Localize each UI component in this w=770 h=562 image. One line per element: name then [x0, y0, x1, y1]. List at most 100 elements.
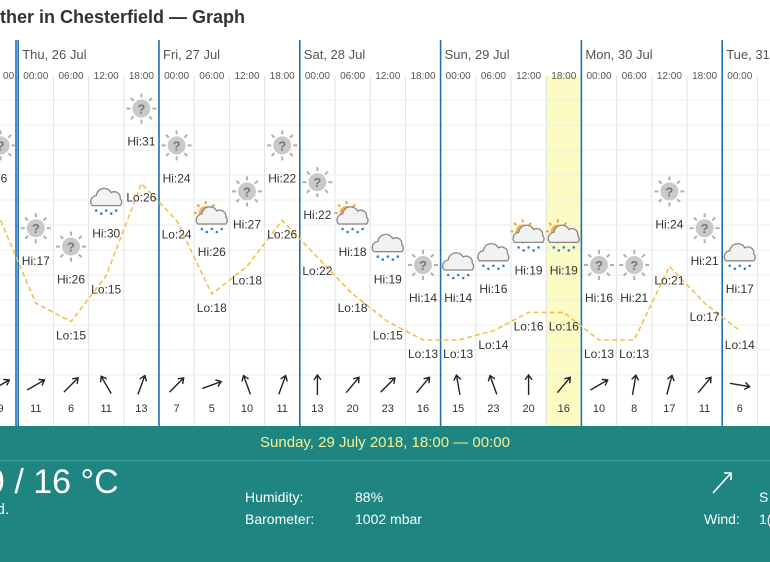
rain-cloud-icon: [723, 242, 756, 271]
wind-speed-label: 17: [663, 403, 675, 415]
wind-arrow-icon: [697, 376, 712, 394]
high-temp-label: Hi:27: [233, 217, 261, 231]
extra-label: S: [759, 489, 769, 505]
barometer-label: Barometer:: [245, 511, 315, 527]
selected-period-description: ild.: [0, 501, 10, 518]
wind-arrow-icon: [137, 375, 146, 395]
wind-arrow-head: [666, 374, 675, 382]
high-temp-label: Hi:17: [726, 282, 754, 296]
wind-arrow-icon: [729, 382, 750, 388]
low-temp-label: Lo:16: [514, 319, 544, 333]
high-temp-label: Hi:17: [22, 254, 50, 268]
svg-text:?: ?: [701, 221, 709, 236]
wind-speed-label: 11: [100, 403, 111, 415]
time-label: 06:00: [340, 71, 365, 82]
wind-speed-label: 16: [558, 403, 570, 415]
wind-arrow-head: [743, 381, 751, 390]
wind-arrow-icon: [380, 377, 396, 393]
wind-arrow-icon: [100, 375, 112, 395]
wind-arrow-head: [631, 373, 640, 381]
time-label: 00:00: [23, 71, 48, 82]
low-temp-label: Lo:22: [302, 264, 332, 278]
unknown-weather-icon: ?: [584, 250, 614, 280]
wind-arrow-head: [280, 374, 288, 382]
wind-arrow-head: [313, 373, 322, 381]
svg-text:?: ?: [32, 221, 40, 236]
wind-speed-label: 11: [699, 403, 710, 415]
wind-arrow-icon: [169, 377, 185, 393]
high-temp-label: Hi:16: [479, 282, 507, 296]
time-label: 00:00: [446, 71, 471, 82]
wind-arrow-icon: [202, 380, 222, 390]
wind-direction-icon: [712, 472, 732, 494]
unknown-weather-icon: ?: [619, 250, 650, 280]
highlighted-period[interactable]: [546, 76, 582, 426]
wind-speed-label: 5: [209, 403, 215, 415]
unknown-weather-icon: ?: [56, 231, 86, 262]
wind-arrow-head: [241, 374, 249, 382]
humidity-label: Humidity:: [245, 489, 304, 505]
unknown-weather-icon: ?: [408, 250, 438, 280]
wind-arrow-icon: [455, 375, 461, 395]
low-temp-label: Lo:24: [162, 227, 192, 241]
high-temp-label: Hi:26: [198, 245, 226, 259]
wind-speed-label: 6: [68, 403, 74, 415]
time-label: 00:00: [727, 71, 752, 82]
time-label: 12:00: [375, 71, 400, 82]
wind-arrow-head: [453, 373, 462, 381]
sun-cloud-rain-icon: [510, 219, 545, 252]
time-label: 06:00: [58, 71, 83, 82]
wind-arrow-icon: [489, 375, 498, 395]
svg-text:?: ?: [0, 138, 5, 153]
wind-arrow-head: [487, 374, 496, 382]
time-label: 18:00: [692, 71, 717, 82]
time-label: 00:00: [586, 71, 611, 82]
high-temp-label: Hi:18: [339, 245, 367, 259]
humidity-value: 88%: [355, 489, 384, 505]
wind-arrow-icon: [345, 376, 360, 394]
low-temp-label: Lo:13: [443, 347, 473, 361]
time-label: 12:00: [234, 71, 259, 82]
wind-label: Wind:: [704, 511, 740, 527]
high-temp-label: Hi:19: [374, 273, 402, 287]
day-label: Fri, 27 Jul: [163, 47, 220, 62]
day-label: Sun, 29 Jul: [445, 47, 510, 62]
day-label: Tue, 31: [726, 47, 770, 62]
svg-text:?: ?: [595, 258, 603, 273]
svg-text:?: ?: [419, 258, 427, 273]
low-temp-label: Lo:15: [56, 329, 86, 343]
wind-arrow-icon: [242, 375, 252, 395]
unknown-weather-icon: ?: [302, 167, 333, 198]
wind-speed-label: 16: [417, 403, 429, 415]
high-temp-label: Hi:21: [691, 254, 719, 268]
high-temp-label: 26: [0, 171, 8, 185]
wind-arrow-head: [177, 377, 185, 384]
wind-arrow-head: [388, 377, 396, 384]
wind-speed-label: 9: [0, 403, 4, 415]
wind-speed-label: 11: [276, 403, 287, 415]
low-temp-label: Lo:14: [478, 338, 508, 352]
high-temp-label: Hi:21: [620, 291, 648, 305]
svg-text:?: ?: [173, 138, 181, 153]
wind-speed-label: 20: [346, 403, 358, 415]
wind-speed-label: 13: [311, 403, 323, 415]
barometer-value: 1002 mbar: [355, 511, 422, 527]
time-label: 18:00: [129, 71, 154, 82]
unknown-weather-icon: ?: [232, 176, 262, 207]
wind-arrow-head: [705, 376, 712, 384]
svg-text:?: ?: [243, 184, 251, 199]
wind-arrow-head: [72, 377, 79, 384]
sun-cloud-rain-icon: [545, 219, 580, 252]
time-label: 12:00: [657, 71, 682, 82]
wind-arrow-head: [139, 374, 148, 382]
time-label: 00:00: [305, 71, 330, 82]
wind-arrow-icon: [0, 379, 10, 387]
detail-panel: Sunday, 29 July 2018, 18:00 — 00:00 9 / …: [0, 426, 770, 562]
unknown-weather-icon: ?: [267, 130, 298, 161]
time-label: 18:00: [270, 71, 295, 82]
rain-cloud-icon: [371, 233, 404, 261]
unknown-weather-icon: ?: [0, 130, 16, 161]
wind-speed-label: 13: [135, 403, 147, 415]
high-temp-label: Hi:19: [515, 263, 543, 277]
wind-arrow-icon: [631, 375, 637, 395]
